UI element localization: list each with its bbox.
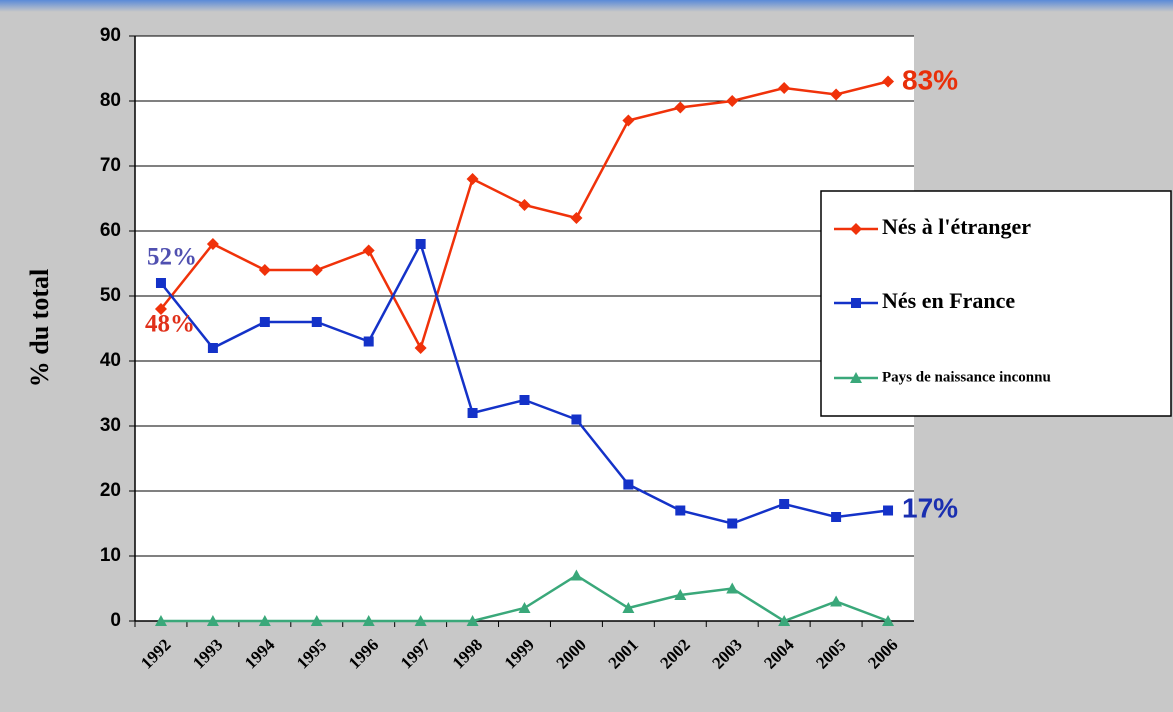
marker [674,589,687,600]
plot-area [135,36,914,621]
marker [467,408,478,418]
marker [415,239,426,249]
marker [571,414,582,425]
y-tick-label: 80 [100,90,121,111]
x-tick-label: 1999 [501,635,538,672]
x-tick-label: 1992 [137,635,174,672]
marker [466,173,479,185]
x-tick-label: 2000 [553,635,590,672]
y-tick-label: 60 [100,220,121,241]
marker [674,101,687,114]
marker [779,499,790,509]
x-tick-label: 1995 [293,635,330,672]
y-tick-label: 40 [100,350,121,371]
marker [362,615,375,626]
marker [259,317,270,327]
marker [310,264,323,276]
marker [258,264,271,276]
y-tick-label: 0 [110,610,121,631]
marker [519,395,530,405]
legend-marker [851,298,861,308]
marker [363,336,374,347]
top-band [0,0,1173,12]
marker [414,615,427,626]
marker [622,114,635,127]
x-tick-label: 2005 [812,635,849,672]
marker [675,505,686,516]
marker [831,512,842,522]
marker [882,615,895,626]
legend-label: Nés à l'étranger [882,214,1031,239]
marker [623,479,634,490]
y-axis-label: % du total [25,269,54,387]
y-tick-label: 70 [100,155,121,176]
marker [726,95,739,107]
x-tick-label: 1996 [345,635,382,672]
marker [155,278,166,288]
marker [362,244,375,257]
marker [830,595,843,607]
x-tick-label: 1994 [241,635,279,673]
marker [622,602,635,613]
x-tick-label: 1998 [449,635,486,672]
y-tick-label: 30 [100,415,121,436]
annotation: 83% [902,64,958,95]
marker [830,88,843,101]
marker [154,303,167,315]
marker [778,615,791,626]
x-tick-label: 2002 [656,635,693,672]
legend-marker [850,223,862,235]
annotation: 48% [145,311,195,338]
marker [518,199,531,211]
marker [310,615,323,626]
y-tick-label: 90 [100,25,121,46]
marker [207,343,218,353]
annotation: 17% [902,492,958,523]
y-tick-label: 20 [100,480,121,501]
marker [206,238,219,250]
x-tick-label: 2006 [864,635,901,672]
y-tick-label: 50 [100,285,121,306]
marker [518,602,531,613]
y-tick-label: 10 [100,545,121,566]
x-tick-label: 2003 [708,635,745,672]
x-tick-label: 2001 [604,635,641,672]
marker [726,582,739,594]
x-tick-label: 1993 [189,635,226,672]
marker [883,505,894,516]
marker [154,615,167,626]
marker [882,75,895,88]
legend-box [820,190,1172,417]
marker [570,569,583,581]
marker [311,317,322,327]
x-tick-label: 1997 [397,635,435,673]
marker [466,615,479,626]
x-tick-label: 2004 [760,635,798,673]
legend-label: Pays de naissance inconnu [882,369,1051,385]
marker [206,615,219,626]
marker [414,342,427,354]
legend-label: Nés en France [882,288,1015,313]
annotation: 52% [147,244,197,271]
marker [570,212,583,224]
marker [727,518,738,529]
marker [778,82,791,94]
marker [258,615,271,626]
legend-marker [850,372,862,383]
